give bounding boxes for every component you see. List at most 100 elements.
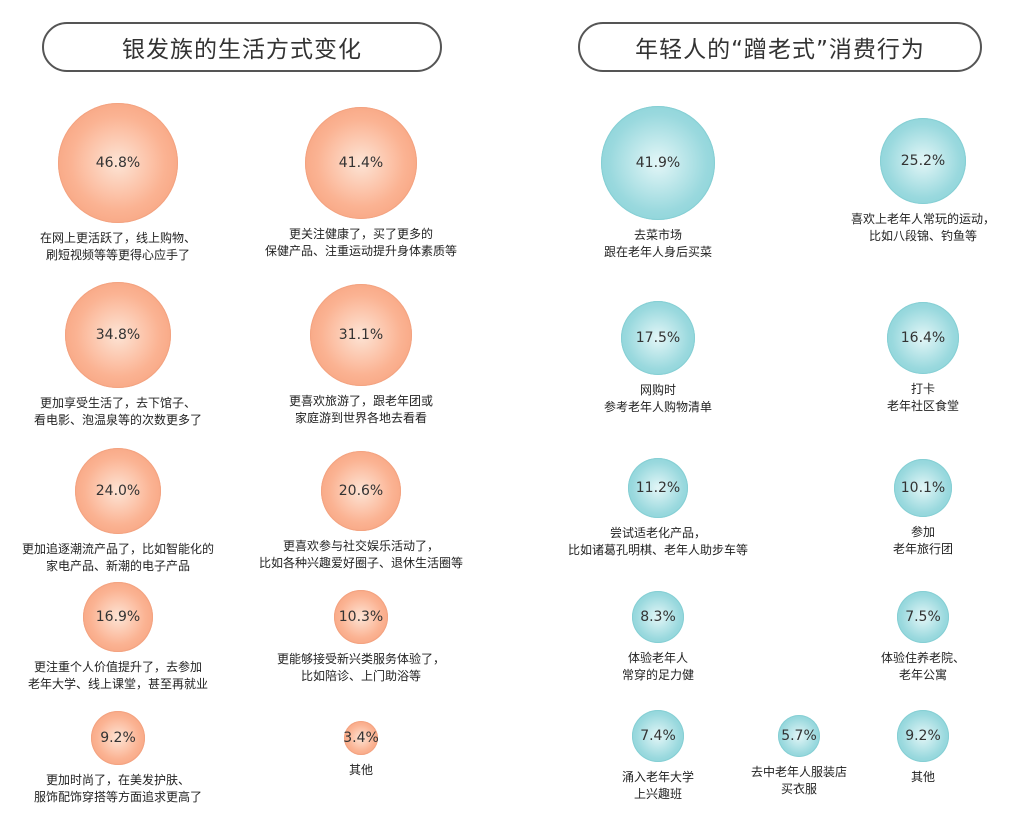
right-bubble-value-1: 41.9% — [635, 155, 681, 171]
right-bubble-label-5: 尝试适老化产品， 比如诸葛孔明棋、老年人助步车等 — [528, 525, 788, 559]
right-bubble-label-line: 喜欢上老年人常玩的运动， — [850, 212, 995, 226]
right-bubble-label-line: 买衣服 — [780, 782, 817, 796]
left-bubble-label-7: 更注重个人价值提升了，去参加 老年大学、线上课堂，甚至再就业 — [0, 659, 248, 693]
right-bubble-label-11: 其他 — [793, 769, 1017, 786]
right-bubble-8: 7.5% — [897, 591, 949, 643]
right-bubble-value-9: 7.4% — [640, 728, 676, 744]
right-bubble-label-2: 喜欢上老年人常玩的运动， 比如八段锦、钓鱼等 — [793, 211, 1017, 245]
right-bubble-6: 10.1% — [894, 459, 952, 517]
left-bubble-label-3: 更加享受生活了，去下馆子、 看电影、泡温泉等的次数更多了 — [0, 395, 248, 429]
left-bubble-label-line: 比如各种兴趣爱好圈子、退休生活圈等 — [258, 556, 463, 570]
right-bubble-value-7: 8.3% — [640, 609, 676, 625]
left-bubble-1: 46.8% — [58, 103, 178, 223]
left-bubble-label-line: 家电产品、新潮的电子产品 — [45, 559, 190, 573]
left-bubble-8: 10.3% — [334, 590, 388, 644]
right-bubble-value-6: 10.1% — [900, 480, 946, 496]
left-bubble-label-line: 更关注健康了，买了更多的 — [288, 227, 433, 241]
right-bubble-label-line: 体验住养老院、 — [880, 651, 965, 665]
right-bubble-9: 7.4% — [632, 710, 684, 762]
right-bubble-1: 41.9% — [601, 106, 715, 220]
left-chart-title: 银发族的生活方式变化 — [42, 22, 442, 72]
right-bubble-11: 9.2% — [897, 710, 949, 762]
right-bubble-label-line: 其他 — [910, 770, 935, 784]
left-bubble-label-1: 在网上更活跃了，线上购物、 刷短视频等等更得心应手了 — [0, 230, 248, 264]
left-bubble-label-line: 更注重个人价值提升了，去参加 — [33, 660, 202, 674]
left-bubble-label-line: 服饰配饰穿搭等方面追求更高了 — [33, 790, 202, 804]
left-bubble-label-line: 更喜欢旅游了，跟老年团或 — [288, 394, 433, 408]
left-bubble-value-8: 10.3% — [338, 609, 384, 625]
right-bubble-value-11: 9.2% — [905, 728, 941, 744]
left-bubble-7: 16.9% — [83, 582, 153, 652]
left-bubble-value-6: 20.6% — [338, 483, 384, 499]
right-bubble-label-line: 比如八段锦、钓鱼等 — [868, 229, 977, 243]
right-bubble-label-line: 参加 — [910, 525, 935, 539]
left-bubble-value-9: 9.2% — [100, 730, 136, 746]
right-bubble-label-line: 打卡 — [910, 382, 935, 396]
left-bubble-label-4: 更喜欢旅游了，跟老年团或 家庭游到世界各地去看看 — [231, 393, 491, 427]
left-bubble-value-2: 41.4% — [338, 155, 384, 171]
right-bubble-value-4: 16.4% — [900, 330, 946, 346]
left-bubble-value-4: 31.1% — [338, 327, 384, 343]
right-bubble-value-3: 17.5% — [635, 330, 681, 346]
left-bubble-10: 3.4% — [343, 721, 379, 755]
right-bubble-5: 11.2% — [628, 458, 688, 518]
left-bubble-label-line: 刷短视频等等更得心应手了 — [45, 248, 190, 262]
right-bubble-value-10: 5.7% — [781, 728, 817, 744]
left-bubble-label-5: 更加追逐潮流产品了，比如智能化的 家电产品、新潮的电子产品 — [0, 541, 248, 575]
left-bubble-label-line: 其他 — [348, 763, 373, 777]
left-bubble-label-line: 看电影、泡温泉等的次数更多了 — [33, 413, 202, 427]
left-bubble-label-line: 更加享受生活了，去下馆子、 — [39, 396, 196, 410]
left-bubble-value-10: 3.4% — [343, 730, 379, 746]
right-bubble-label-line: 网购时 — [639, 383, 676, 397]
left-bubble-label-10: 其他 — [231, 762, 491, 779]
left-bubble-label-2: 更关注健康了，买了更多的保健产品、注重运动提升身体素质等 — [231, 226, 491, 260]
right-bubble-label-line: 参考老年人购物清单 — [603, 400, 712, 414]
left-bubble-9: 9.2% — [91, 711, 145, 765]
right-bubble-10: 5.7% — [778, 715, 820, 757]
left-bubble-label-line: 比如陪诊、上门助浴等 — [300, 669, 421, 683]
left-bubble-label-6: 更喜欢参与社交娱乐活动了， 比如各种兴趣爱好圈子、退休生活圈等 — [231, 538, 491, 572]
right-bubble-label-line: 老年社区食堂 — [886, 399, 959, 413]
right-bubble-2: 25.2% — [880, 118, 966, 204]
left-bubble-4: 31.1% — [310, 284, 412, 386]
right-bubble-label-6: 参加 老年旅行团 — [793, 524, 1017, 558]
right-bubble-label-line: 跟在老年人身后买菜 — [603, 245, 712, 259]
right-bubble-label-line: 常穿的足力健 — [621, 668, 694, 682]
left-bubble-label-line: 保健产品、注重运动提升身体素质等 — [264, 244, 457, 258]
left-bubble-label-line: 更喜欢参与社交娱乐活动了， — [282, 539, 439, 553]
left-bubble-value-3: 34.8% — [95, 327, 141, 343]
right-bubble-label-line: 涌入老年大学 — [621, 770, 694, 784]
right-bubble-label-1: 去菜市场 跟在老年人身后买菜 — [528, 227, 788, 261]
right-bubble-label-line: 上兴趣班 — [633, 787, 682, 801]
right-bubble-label-line: 老年旅行团 — [892, 542, 953, 556]
right-bubble-label-4: 打卡 老年社区食堂 — [793, 381, 1017, 415]
right-bubble-value-8: 7.5% — [905, 609, 941, 625]
right-bubble-label-line: 比如诸葛孔明棋、老年人助步车等 — [567, 543, 748, 557]
left-bubble-6: 20.6% — [321, 451, 401, 531]
right-bubble-label-line: 尝试适老化产品， — [609, 526, 706, 540]
right-bubble-3: 17.5% — [621, 301, 695, 375]
right-bubble-4: 16.4% — [887, 302, 959, 374]
left-bubble-5: 24.0% — [75, 448, 161, 534]
right-bubble-label-9: 涌入老年大学 上兴趣班 — [528, 769, 788, 803]
left-bubble-value-5: 24.0% — [95, 483, 141, 499]
left-bubble-label-line: 老年大学、线上课堂，甚至再就业 — [27, 677, 208, 691]
left-bubble-label-line: 更能够接受新兴类服务体验了， — [276, 652, 445, 666]
left-bubble-label-line: 更加时尚了，在美发护肤、 — [45, 773, 190, 787]
left-bubble-2: 41.4% — [305, 107, 417, 219]
left-bubble-label-9: 更加时尚了，在美发护肤、 服饰配饰穿搭等方面追求更高了 — [0, 772, 248, 806]
left-bubble-value-7: 16.9% — [95, 609, 141, 625]
right-bubble-label-line: 去中老年人服装店 — [750, 765, 847, 779]
right-bubble-7: 8.3% — [632, 591, 684, 643]
left-bubble-label-line: 更加追逐潮流产品了，比如智能化的 — [21, 542, 214, 556]
right-bubble-label-line: 体验老年人 — [627, 651, 688, 665]
right-bubble-label-3: 网购时参考老年人购物清单 — [528, 382, 788, 416]
right-bubble-value-5: 11.2% — [635, 480, 681, 496]
left-bubble-label-8: 更能够接受新兴类服务体验了， 比如陪诊、上门助浴等 — [231, 651, 491, 685]
left-bubble-3: 34.8% — [65, 282, 171, 388]
right-bubble-label-8: 体验住养老院、 老年公寓 — [793, 650, 1017, 684]
right-bubble-label-line: 老年公寓 — [898, 668, 947, 682]
right-bubble-label-10: 去中老年人服装店 买衣服 — [669, 764, 929, 798]
left-bubble-value-1: 46.8% — [95, 155, 141, 171]
